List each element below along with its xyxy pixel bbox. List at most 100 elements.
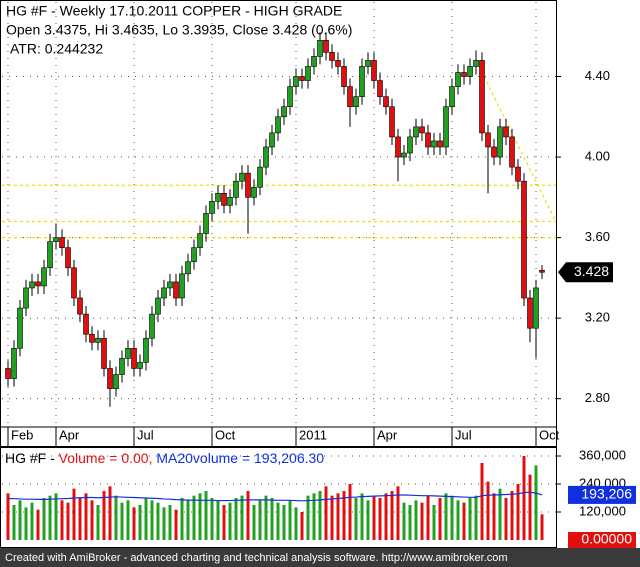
- volume-bar: [24, 507, 28, 540]
- volume-bar: [432, 505, 436, 540]
- volume-bar: [30, 502, 34, 540]
- volume-bar: [84, 493, 88, 540]
- volume-bar: [312, 493, 316, 540]
- candle-body: [515, 166, 521, 182]
- candle-body: [395, 136, 401, 158]
- volume-bar: [156, 502, 160, 540]
- volume-bar: [54, 493, 58, 540]
- volume-bar: [246, 491, 250, 540]
- volume-bar: [498, 488, 502, 540]
- volume-bar: [342, 491, 346, 540]
- chart-title: HG #F - Weekly 17.10.2011 COPPER - HIGH …: [6, 3, 342, 19]
- volume-bar: [408, 505, 412, 540]
- candle-body: [371, 60, 377, 81]
- volume-bar: [126, 500, 130, 540]
- candle-body: [263, 146, 269, 168]
- candle-body: [539, 270, 545, 273]
- volume-bar: [414, 500, 418, 540]
- candle-body: [191, 247, 197, 263]
- volume-bar: [138, 505, 142, 540]
- candle-body: [251, 186, 257, 198]
- candle-body: [29, 281, 35, 289]
- volume-bar: [438, 498, 442, 540]
- x-tick-label: 2011: [299, 427, 327, 442]
- volume-bar: [198, 493, 202, 540]
- candle-body: [281, 106, 287, 118]
- volume-bar: [306, 495, 310, 540]
- candle-body: [107, 368, 113, 389]
- candle-body: [65, 247, 71, 269]
- volume-bar: [288, 500, 292, 540]
- candle-body: [425, 132, 431, 148]
- candle-body: [383, 96, 389, 108]
- volume-bar: [102, 491, 106, 540]
- volume-bar: [108, 486, 112, 540]
- candle-body: [287, 86, 293, 108]
- volume-bar: [210, 498, 214, 540]
- volume-bar: [390, 491, 394, 540]
- candle-body: [521, 180, 527, 299]
- volume-bar: [12, 505, 16, 540]
- volume-bar: [72, 488, 76, 540]
- volume-bar: [534, 465, 538, 540]
- ma-box-label: 193,206: [581, 486, 632, 502]
- volume-bar: [426, 495, 430, 540]
- candle-body: [95, 337, 101, 343]
- x-tick-label: Apr: [59, 427, 80, 442]
- footer-bar: [0, 548, 640, 567]
- volume-bar: [450, 495, 454, 540]
- candle-body: [419, 126, 425, 134]
- price-pane: [0, 0, 557, 447]
- candle-body: [197, 233, 203, 248]
- ma-value: MA20volume = 193,206.30: [156, 450, 324, 466]
- volume-bar: [174, 509, 178, 540]
- volume-bar: [528, 474, 532, 540]
- x-tick-label: Oct: [215, 427, 236, 442]
- ohlc-label: Open 3.4375, Hi 3.4635, Lo 3.3935, Close…: [6, 22, 352, 38]
- volume-bar: [78, 498, 82, 540]
- candle-body: [77, 297, 83, 315]
- candle-body: [41, 267, 47, 287]
- volume-bar: [222, 505, 226, 540]
- candle-body: [53, 237, 59, 242]
- candle-body: [131, 348, 137, 369]
- candle-body: [359, 66, 365, 97]
- candle-body: [203, 213, 209, 234]
- candle-body: [89, 333, 95, 343]
- candle-body: [245, 172, 251, 198]
- volume-value: Volume = 0.00,: [59, 450, 153, 466]
- footer: Created with AmiBroker - advanced charti…: [5, 552, 508, 564]
- candle-body: [335, 60, 341, 67]
- volume-bar: [270, 498, 274, 540]
- volume-bar: [348, 484, 352, 540]
- volume-bar: [492, 493, 496, 540]
- candle-body: [527, 297, 533, 329]
- candle-body: [161, 287, 167, 299]
- candle-body: [293, 76, 299, 87]
- volume-bar: [114, 495, 118, 540]
- candle-body: [35, 281, 41, 287]
- candle-body: [215, 192, 221, 202]
- volume-bar: [216, 500, 220, 540]
- volume-bar: [324, 486, 328, 540]
- volume-bar: [462, 502, 466, 540]
- y-tick-label: 3.20: [585, 310, 610, 325]
- volume-bar: [132, 507, 136, 540]
- candle-body: [221, 192, 227, 206]
- volume-bar: [276, 502, 280, 540]
- volume-bar: [18, 500, 22, 540]
- candle-body: [185, 261, 191, 275]
- candle-body: [23, 287, 29, 309]
- candle-body: [449, 86, 455, 108]
- volume-bar: [354, 498, 358, 540]
- volume-bar: [192, 495, 196, 540]
- volume-bar: [336, 493, 340, 540]
- volume-bar: [486, 481, 490, 540]
- volume-bar: [186, 500, 190, 540]
- candle-body: [347, 86, 353, 108]
- volume-bar: [120, 502, 124, 540]
- x-tick-label: Apr: [377, 427, 398, 442]
- candle-body: [479, 60, 485, 134]
- marks: 2.80 3.20 3.60 4.00 4.40 Feb Apr Jul Oct 2011 Apr J…: [0, 2, 636, 548]
